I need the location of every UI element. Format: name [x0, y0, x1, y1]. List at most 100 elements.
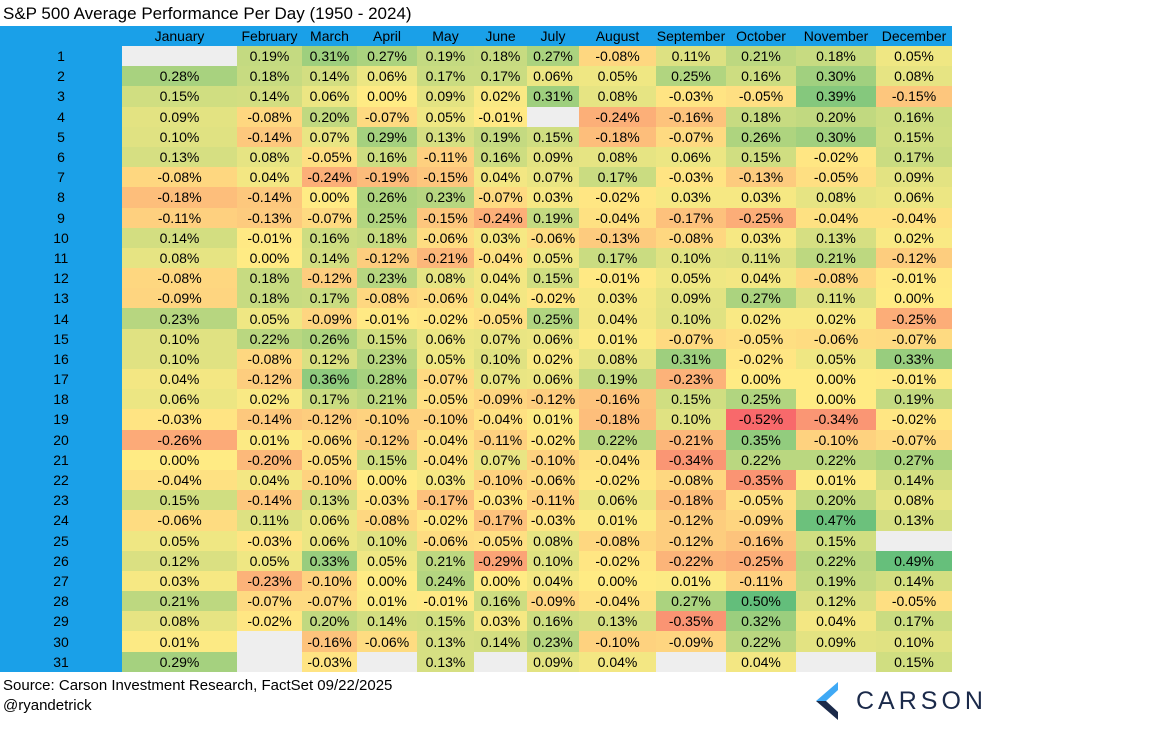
heatmap-cell: -0.08%	[122, 268, 237, 289]
heatmap-cell: -0.05%	[726, 490, 796, 511]
day-label: 2	[0, 66, 122, 87]
heatmap-cell: -0.02%	[417, 308, 474, 329]
day-label: 20	[0, 429, 122, 450]
empty-cell	[474, 651, 527, 672]
heatmap-cell: -0.07%	[474, 187, 527, 208]
day-label: 30	[0, 631, 122, 652]
heatmap-cell: 0.10%	[357, 530, 417, 551]
heatmap-cell: -0.03%	[357, 490, 417, 511]
heatmap-cell: 0.13%	[417, 126, 474, 147]
carson-logo: CARSON	[812, 680, 983, 722]
heatmap-cell: 0.10%	[656, 247, 726, 269]
table-row: 23 0.15% -0.14% 0.13% -0.03% -0.17% -0.03% -0.1…	[0, 490, 952, 511]
heatmap-cell: 0.00%	[357, 86, 417, 107]
table-row: 3 0.15% 0.14% 0.06% 0.00% 0.09% 0.02% 0.31% 0.08…	[0, 86, 952, 107]
heatmap-cell: 0.08%	[796, 187, 876, 208]
heatmap-cell: 0.04%	[579, 308, 656, 329]
heatmap-cell: 0.10%	[122, 328, 237, 349]
heatmap-cell: -0.04%	[579, 207, 656, 228]
day-label: 9	[0, 207, 122, 228]
heatmap-cell: 0.05%	[237, 308, 302, 329]
heatmap-cell: 0.08%	[579, 146, 656, 168]
heatmap-cell: -0.15%	[876, 86, 952, 107]
table-row: 13 -0.09% 0.18% 0.17% -0.08% -0.06% 0.04% -0.02…	[0, 288, 952, 309]
heatmap-cell: 0.18%	[796, 46, 876, 67]
day-label: 29	[0, 611, 122, 632]
day-label: 24	[0, 510, 122, 531]
heatmap-cell: -0.11%	[122, 207, 237, 228]
heatmap-cell: -0.07%	[656, 126, 726, 147]
heatmap-cell: -0.15%	[417, 207, 474, 228]
heatmap-cell: -0.10%	[579, 631, 656, 652]
heatmap-cell: -0.09%	[122, 288, 237, 309]
heatmap-cell: -0.17%	[474, 510, 527, 531]
day-label: 6	[0, 146, 122, 168]
heatmap-cell: -0.07%	[302, 207, 357, 228]
table-row: 16 0.10% -0.08% 0.12% 0.23% 0.05% 0.10% 0.02% 0.…	[0, 348, 952, 369]
heatmap-cell: -0.35%	[656, 611, 726, 632]
heatmap-cell: -0.13%	[237, 207, 302, 228]
heatmap-cell: 0.19%	[237, 46, 302, 67]
heatmap-table: January February March April May June July Augu…	[0, 26, 952, 672]
heatmap-cell: -0.05%	[876, 591, 952, 612]
heatmap-cell: -0.01%	[237, 227, 302, 248]
heatmap-cell: 0.06%	[656, 146, 726, 168]
heatmap-cell: 0.50%	[726, 591, 796, 612]
heatmap-cell: 0.00%	[796, 369, 876, 390]
day-label: 10	[0, 227, 122, 248]
heatmap-cell: 0.20%	[302, 611, 357, 632]
heatmap-cell: -0.08%	[579, 46, 656, 67]
heatmap-cell: 0.25%	[357, 207, 417, 228]
heatmap-cell: -0.06%	[527, 227, 579, 248]
heatmap-cell: 0.10%	[122, 348, 237, 369]
day-label: 26	[0, 550, 122, 571]
heatmap-cell: -0.16%	[726, 530, 796, 551]
heatmap-cell: 0.27%	[527, 46, 579, 67]
logo-text: CARSON	[856, 687, 987, 715]
heatmap-cell: -0.25%	[876, 308, 952, 329]
table-row: 6 0.13% 0.08% -0.05% 0.16% -0.11% 0.16% 0.09% 0.…	[0, 146, 952, 168]
heatmap-cell: -0.10%	[302, 570, 357, 592]
heatmap-cell: 0.12%	[122, 550, 237, 571]
heatmap-cell: -0.24%	[474, 207, 527, 228]
heatmap-cell: 0.01%	[796, 469, 876, 491]
heatmap-cell: 0.03%	[122, 570, 237, 592]
heatmap-cell: -0.23%	[656, 369, 726, 390]
heatmap-cell: 0.00%	[796, 389, 876, 410]
heatmap-cell: -0.10%	[474, 469, 527, 491]
heatmap-cell: -0.05%	[302, 449, 357, 470]
heatmap-cell: -0.09%	[726, 510, 796, 531]
heatmap-cell: 0.14%	[357, 611, 417, 632]
heatmap-cell: 0.08%	[579, 348, 656, 369]
heatmap-cell: -0.12%	[656, 510, 726, 531]
month-header-december: December	[876, 26, 952, 46]
heatmap-cell: 0.02%	[527, 348, 579, 369]
table-row: 17 0.04% -0.12% 0.36% 0.28% -0.07% 0.07% 0.06% 0…	[0, 369, 952, 390]
heatmap-cell: -0.06%	[357, 631, 417, 652]
empty-cell	[876, 530, 952, 551]
heatmap-cell: 0.20%	[302, 106, 357, 127]
heatmap-cell: 0.01%	[656, 570, 726, 592]
heatmap-cell: -0.12%	[302, 409, 357, 430]
heatmap-cell: 0.09%	[796, 631, 876, 652]
heatmap-cell: 0.03%	[726, 187, 796, 208]
heatmap-cell: 0.11%	[656, 46, 726, 67]
heatmap-cell: -0.12%	[656, 530, 726, 551]
heatmap-cell: 0.04%	[474, 167, 527, 188]
heatmap-cell: -0.06%	[122, 510, 237, 531]
day-label: 3	[0, 86, 122, 107]
heatmap-cell: 0.14%	[474, 631, 527, 652]
table-row: 27 0.03% -0.23% -0.10% 0.00% 0.24% 0.00% 0.04% 0…	[0, 570, 952, 592]
heatmap-cell: -0.08%	[357, 288, 417, 309]
heatmap-cell: 0.21%	[796, 247, 876, 269]
heatmap-cell: 0.22%	[237, 328, 302, 349]
heatmap-cell: -0.10%	[302, 469, 357, 491]
heatmap-cell: -0.21%	[417, 247, 474, 269]
heatmap-cell: 0.31%	[527, 86, 579, 107]
heatmap-cell: -0.08%	[357, 510, 417, 531]
heatmap-cell: 0.28%	[357, 369, 417, 390]
heatmap-cell: 0.12%	[796, 591, 876, 612]
heatmap-cell: 0.11%	[726, 247, 796, 269]
heatmap-cell: 0.01%	[579, 510, 656, 531]
day-label: 18	[0, 389, 122, 410]
